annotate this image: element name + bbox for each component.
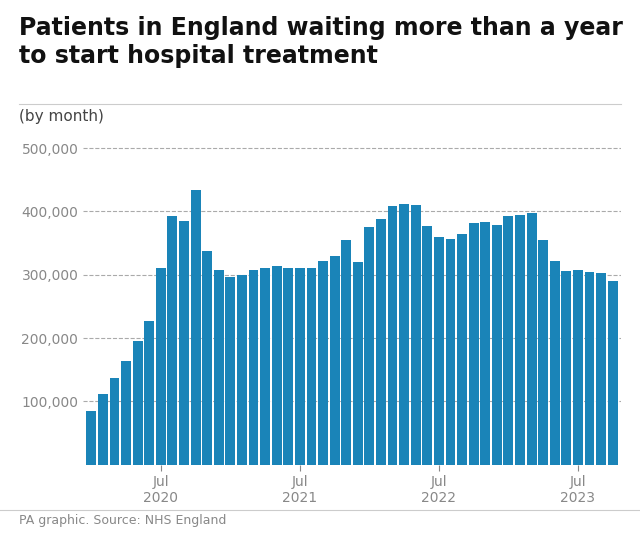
Bar — [515, 215, 525, 465]
Bar — [538, 240, 548, 465]
Bar — [608, 281, 618, 465]
Bar — [434, 237, 444, 465]
Bar — [584, 272, 595, 465]
Bar — [341, 240, 351, 465]
Bar — [330, 256, 340, 465]
Bar — [307, 268, 316, 465]
Bar — [504, 216, 513, 465]
Bar — [109, 378, 120, 465]
Bar — [144, 321, 154, 465]
Bar — [550, 261, 560, 465]
Bar — [121, 361, 131, 465]
Bar — [248, 270, 259, 465]
Bar — [492, 225, 502, 465]
Text: Patients in England waiting more than a year
to start hospital treatment: Patients in England waiting more than a … — [19, 16, 623, 68]
Bar — [284, 268, 293, 465]
Bar — [98, 394, 108, 465]
Bar — [156, 269, 166, 465]
Bar — [399, 205, 409, 465]
Bar — [237, 274, 247, 465]
Bar — [561, 271, 572, 465]
Bar — [376, 219, 386, 465]
Bar — [272, 266, 282, 465]
Bar — [411, 205, 420, 465]
Bar — [86, 411, 96, 465]
Bar — [179, 221, 189, 465]
Bar — [295, 269, 305, 465]
Bar — [457, 233, 467, 465]
Bar — [468, 223, 479, 465]
Bar — [445, 239, 456, 465]
Bar — [214, 270, 224, 465]
Bar — [364, 227, 374, 465]
Bar — [191, 190, 200, 465]
Bar — [573, 270, 583, 465]
Bar — [388, 206, 397, 465]
Bar — [225, 277, 236, 465]
Bar — [480, 222, 490, 465]
Bar — [318, 261, 328, 465]
Text: PA graphic. Source: NHS England: PA graphic. Source: NHS England — [19, 514, 227, 527]
Bar — [132, 341, 143, 465]
Bar — [596, 273, 606, 465]
Bar — [422, 226, 432, 465]
Bar — [202, 252, 212, 465]
Bar — [527, 213, 536, 465]
Text: (by month): (by month) — [19, 109, 104, 124]
Bar — [353, 262, 363, 465]
Bar — [260, 268, 270, 465]
Bar — [168, 216, 177, 465]
